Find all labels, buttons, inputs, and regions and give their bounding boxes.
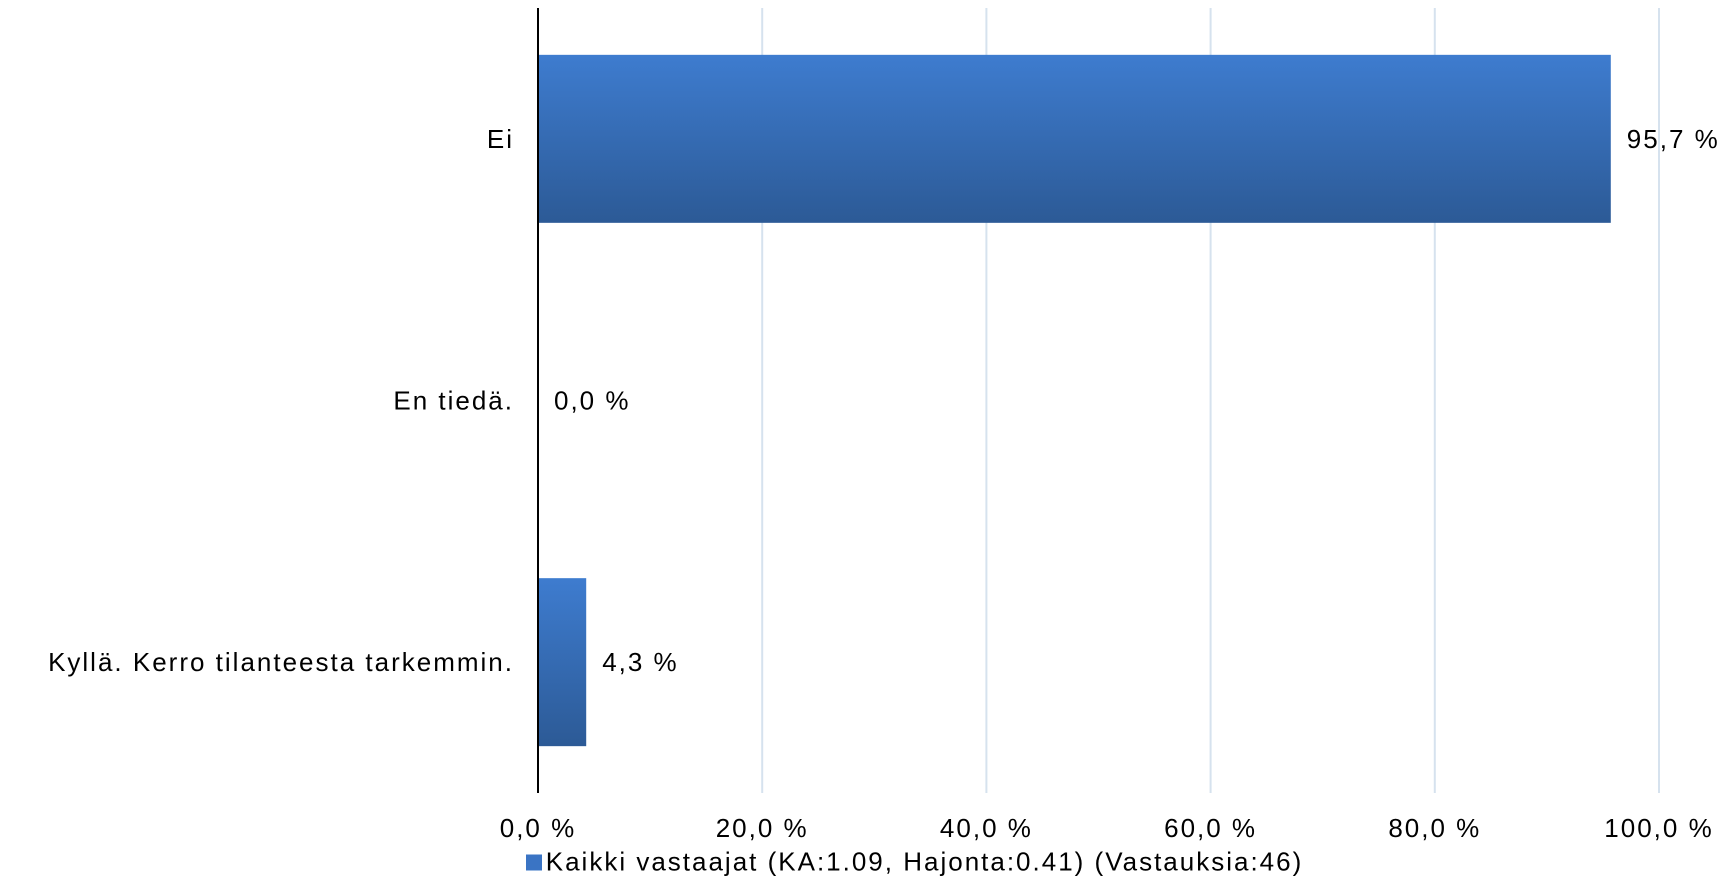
data-labels: 95,7 % 0,0 % 4,3 % (554, 124, 1720, 677)
legend-swatch (525, 854, 542, 870)
x-tick-labels: 0,0 % 20,0 % 40,0 % 60,0 % 80,0 % 100,0 % (500, 813, 1713, 843)
category-labels: Ei En tiedä. Kyllä. Kerro tilanteesta tark… (48, 124, 514, 677)
category-label-1: En tiedä. (393, 386, 514, 416)
category-label-0: Ei (487, 124, 514, 154)
bar-2 (538, 578, 587, 747)
data-label-1: 0,0 % (554, 386, 631, 416)
data-label-2: 4,3 % (602, 647, 679, 677)
bars (538, 54, 1611, 747)
x-tick-label-4: 80,0 % (1388, 813, 1481, 843)
category-label-2: Kyllä. Kerro tilanteesta tarkemmin. (48, 647, 514, 677)
x-tick-label-3: 60,0 % (1164, 813, 1257, 843)
legend-label: Kaikki vastaajat (KA:1.09, Hajonta:0.41)… (545, 846, 1304, 877)
legend: Kaikki vastaajat (KA:1.09, Hajonta:0.41)… (0, 847, 1729, 893)
x-tick-label-5: 100,0 % (1604, 813, 1713, 843)
x-tick-label-0: 0,0 % (500, 813, 577, 843)
data-label-0: 95,7 % (1627, 124, 1720, 154)
bar-0 (538, 54, 1611, 223)
x-tick-label-1: 20,0 % (716, 813, 809, 843)
x-tick-label-2: 40,0 % (940, 813, 1033, 843)
